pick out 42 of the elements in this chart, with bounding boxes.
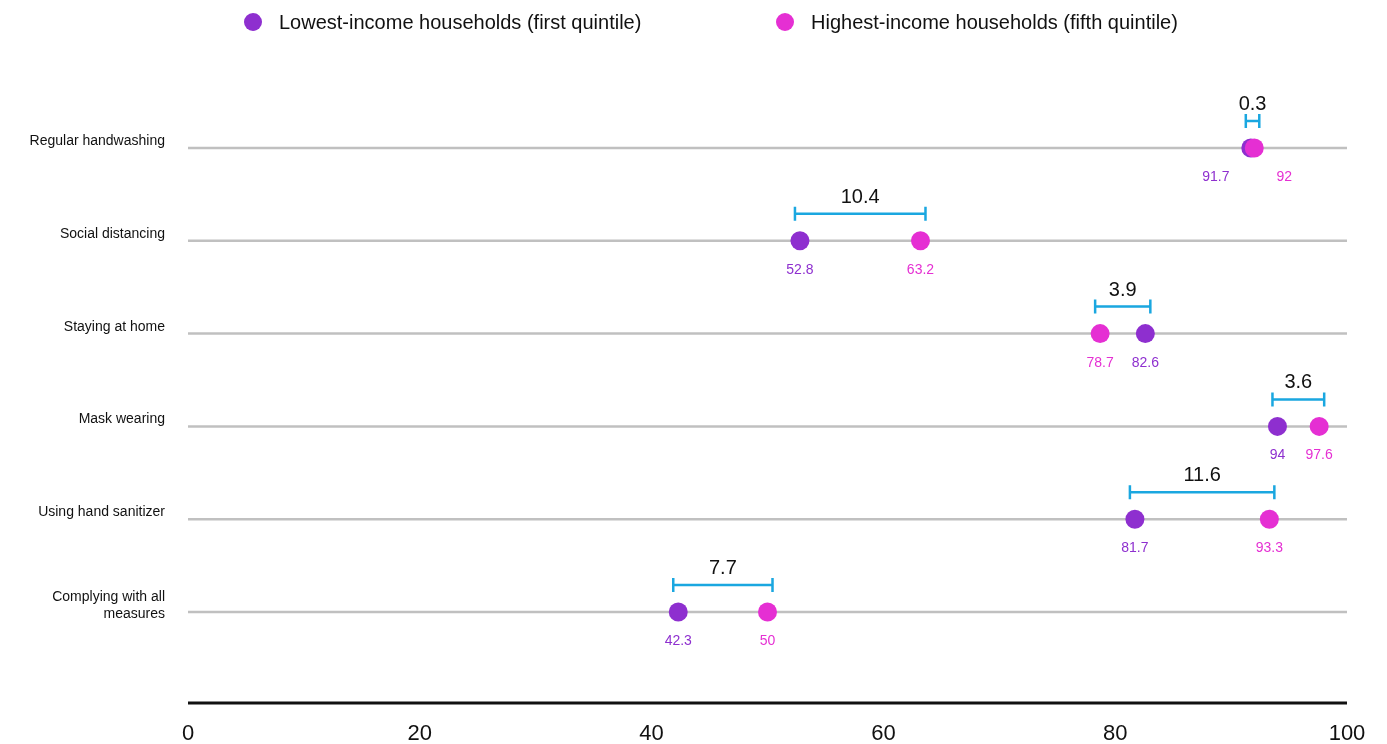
data-label: 92 [1276,168,1293,184]
annotation: 10.4 [840,184,880,207]
y-tick-label: Using hand sanitizer [38,503,166,520]
data-label: 42.3 [664,632,693,648]
data-label: 91.7 [1202,168,1230,184]
x-tick-label: 20 [407,720,433,744]
point [1259,509,1279,529]
data-label: 97.6 [1305,446,1334,463]
data-label: 81.7 [1121,539,1149,556]
x-tick-label: 80 [1102,720,1128,744]
annotation: 0.3 [1238,92,1267,114]
legend-label: Lowest-income households (first quintile) [279,11,642,33]
x-tick-label: 0 [181,720,195,744]
point [1267,416,1287,436]
data-label: 93.3 [1255,539,1284,556]
x-tick-label: 100 [1328,720,1366,744]
x-tick-label: 40 [639,720,664,744]
annotation: 3.6 [1284,370,1313,393]
point [910,231,930,251]
annotation: 11.6 [1183,463,1221,486]
y-tick-label: Regular handwashing [29,132,165,148]
annotation: 3.9 [1108,277,1137,300]
data-label: 52.8 [786,260,814,277]
y-tick-label: Social distancing [59,224,165,241]
y-tick-label: Complying with all measures [52,588,165,621]
point [1309,416,1329,436]
data-label: 94 [1269,446,1286,463]
data-label: 63.2 [906,260,935,277]
y-tick-label: Mask wearing [78,410,165,427]
x-tick-label: 60 [871,720,896,744]
point [790,231,810,251]
legend-label: Highest-income households (fifth quintile) [811,11,1178,33]
point [668,602,688,622]
point [1135,324,1155,344]
data-label: 82.6 [1131,353,1160,370]
point [1090,324,1110,344]
y-tick-label: Staying at home [63,317,166,334]
point [1125,509,1145,529]
data-label: 78.7 [1086,353,1114,370]
data-label: 50 [759,632,776,648]
point [758,602,777,622]
annotation: 7.7 [708,556,737,578]
